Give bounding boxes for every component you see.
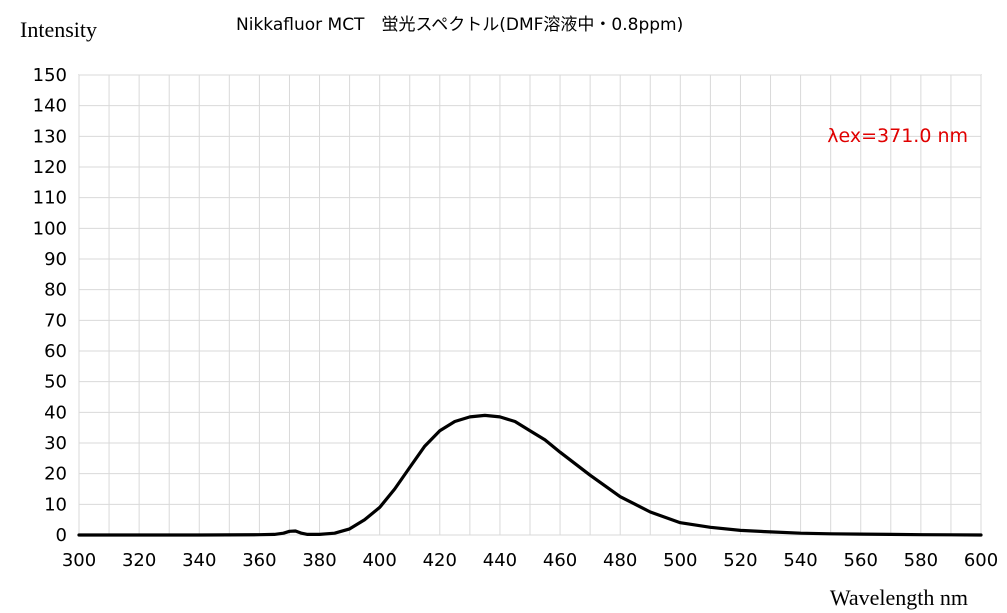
y-tick-label: 140 [33, 96, 67, 117]
x-tick-label: 420 [423, 550, 457, 571]
y-tick-label: 0 [56, 525, 67, 546]
x-tick-label: 460 [543, 550, 577, 571]
chart-title: Nikkafluor MCT 蛍光スペクトル(DMF溶液中・0.8ppm) [236, 15, 683, 35]
x-tick-label: 480 [603, 550, 637, 571]
x-tick-label: 540 [783, 550, 817, 571]
x-tick-labels: 300 320 340 360 380 400 420 440 460 480 500 520 540 5… [62, 550, 998, 571]
x-tick-label: 300 [62, 550, 96, 571]
excitation-annotation: λex=371.0 nm [827, 125, 968, 147]
y-tick-labels: 0 10 20 30 40 50 60 70 80 90 100 110 120 130 140 150 [33, 65, 67, 546]
y-tick-label: 120 [33, 157, 67, 178]
x-tick-label: 380 [302, 550, 336, 571]
x-tick-label: 340 [182, 550, 216, 571]
y-tick-label: 60 [44, 341, 67, 362]
series-layer [77, 413, 983, 537]
y-tick-label: 40 [44, 402, 67, 423]
y-tick-label: 80 [44, 280, 67, 301]
y-axis-label: Intensity [20, 17, 97, 42]
y-tick-label: 10 [44, 494, 67, 515]
y-tick-label: 90 [44, 249, 67, 270]
x-tick-label: 580 [904, 550, 938, 571]
y-tick-label: 100 [33, 218, 67, 239]
x-tick-label: 500 [663, 550, 697, 571]
x-tick-label: 440 [483, 550, 517, 571]
y-tick-label: 150 [33, 65, 67, 86]
y-tick-label: 50 [44, 372, 67, 393]
y-tick-label: 70 [44, 310, 67, 331]
y-tick-label: 30 [44, 433, 67, 454]
x-tick-label: 320 [122, 550, 156, 571]
y-tick-label: 130 [33, 126, 67, 147]
x-tick-label: 600 [964, 550, 998, 571]
x-tick-label: 360 [242, 550, 276, 571]
grid [78, 74, 982, 536]
x-tick-label: 400 [362, 550, 396, 571]
x-axis-label: Wavelength nm [830, 585, 968, 610]
y-tick-label: 20 [44, 464, 67, 485]
x-tick-label: 560 [844, 550, 878, 571]
series-line [77, 413, 983, 537]
x-tick-label: 520 [723, 550, 757, 571]
y-tick-label: 110 [33, 188, 67, 209]
